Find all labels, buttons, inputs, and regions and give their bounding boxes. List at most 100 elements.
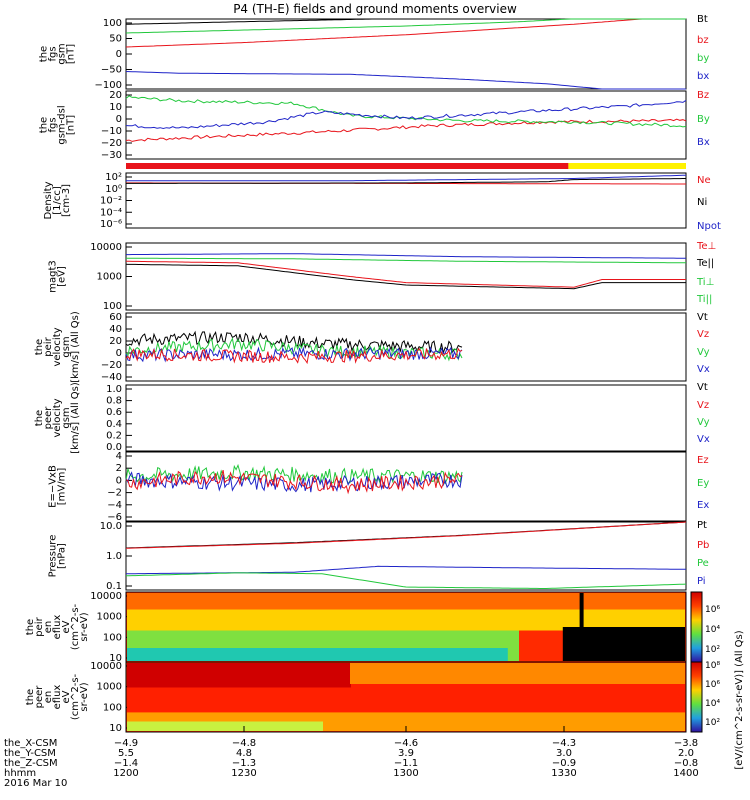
panels: thefgsgsm[nT]100500−50−100Btbzbybxthefgs…	[25, 14, 721, 734]
y-tick-label: 10⁻⁶	[100, 219, 122, 230]
y-label-line: [eV]	[57, 266, 68, 287]
figure-title: P4 (TH-E) fields and ground moments over…	[233, 2, 517, 16]
legend-entry: Te||	[696, 258, 714, 269]
y-label-line: [km/s] (All Qs)	[70, 311, 81, 383]
y-label-line: (cm^2-s-	[70, 673, 81, 720]
y-tick-label: −20	[101, 138, 122, 149]
y-label-line: gsm	[61, 407, 72, 428]
y-tick-label: 100	[103, 18, 122, 29]
y-label-line: en	[43, 621, 54, 634]
y-axis-label: magt3[eV]	[48, 260, 68, 293]
legend-entry: Pt	[697, 520, 707, 531]
panel-pressure: Pressure[nPa] 10.0 1.0 0.1 Pt Pb Pe Pi	[48, 520, 710, 592]
series-line-Te⊥	[126, 260, 686, 288]
colorbar-tick: 10⁸	[705, 661, 720, 671]
plot-frame	[125, 172, 687, 229]
series-line-Ni	[126, 178, 686, 184]
legend-entry: Npot	[697, 221, 721, 232]
x-axis-row-label: the_Y-CSM	[4, 748, 56, 759]
x-axis-value: 5.5	[118, 748, 134, 759]
x-axis-value: −3.8	[674, 738, 698, 749]
panel-temp: magt3[eV] 10000 1000 100 Te⊥ Te|| Ti⊥ Ti||	[48, 241, 717, 312]
legend-entry: Ti||	[696, 294, 712, 305]
plot-frame	[125, 18, 687, 90]
colorbar-1	[690, 591, 703, 663]
legend-entry: Vx	[697, 364, 710, 375]
series-line-Ti⊥	[126, 253, 686, 259]
y-tick-label: 10000	[90, 242, 122, 253]
x-axis-value: −0.9	[552, 758, 576, 769]
colorbar-tick: 10⁶	[705, 680, 720, 690]
y-label-line: [mV/m]	[57, 468, 68, 506]
x-axis-labels: the_X-CSM −4.9 −4.8 −4.6 −4.3 −3.8 the_Y-CSM 5.…	[4, 726, 699, 779]
y-label-line: eV	[61, 620, 72, 633]
y-tick-label: 10²	[105, 172, 122, 183]
y-label-line: Pressure	[48, 535, 59, 578]
y-label-line: gsm-dsl	[57, 105, 68, 144]
y-label-line: sr-eV)	[79, 682, 90, 711]
y-tick-label: −40	[101, 372, 122, 383]
y-tick-label: −30	[101, 150, 122, 161]
y-tick-label: 40	[109, 324, 122, 335]
y-label-line: fgs	[48, 117, 59, 132]
legend-entry: Ni	[697, 197, 707, 208]
y-label-line: velocity	[52, 327, 63, 366]
y-tick-label: 20	[109, 90, 122, 101]
legend-entry: Pe	[697, 558, 709, 569]
y-label-line: the	[25, 619, 36, 635]
colorbar-tick: 10²	[705, 718, 720, 728]
legend-entry: Bz	[697, 90, 709, 101]
y-tick-label: −4	[107, 500, 122, 511]
y-tick-label: 10.0	[100, 521, 122, 532]
y-label-line: gsm	[57, 43, 68, 64]
y-tick-label: 0	[116, 475, 122, 486]
y-tick-label: 0.0	[106, 442, 122, 453]
y-tick-label: −100	[95, 80, 122, 91]
y-label-line: sr-eV)	[79, 612, 90, 641]
x-axis-value: 1300	[393, 768, 418, 779]
x-axis-value: 1400	[673, 768, 698, 779]
y-label-line: [nT]	[66, 44, 77, 64]
y-tick-label: 4	[116, 451, 122, 462]
y-tick-label: 10	[109, 653, 122, 664]
legend-entry: Bx	[697, 137, 710, 148]
y-label-line: (cm^2-s-	[70, 603, 81, 650]
series-line-by	[125, 18, 686, 34]
status-yellow	[568, 163, 686, 169]
y-tick-label: 0	[116, 49, 122, 60]
y-tick-label: 2	[116, 463, 122, 474]
y-label-line: peir	[34, 616, 45, 636]
legend-entry: Ne	[697, 175, 711, 186]
x-axis-value: 4.8	[236, 748, 252, 759]
band-lowest	[127, 648, 508, 661]
y-tick-label: 10	[109, 102, 122, 113]
series-line-Ez	[125, 469, 463, 495]
y-tick-label: −10	[101, 126, 122, 137]
colorbar-tick: 10⁴	[705, 625, 720, 635]
legend-entry: Vx	[697, 434, 710, 445]
colorbars: 10⁶ 10⁴ 10² 10⁸ 10⁶ 10⁴ 10² [eV/(cm^2-s-sr-eV)]…	[690, 591, 745, 770]
panel-efield: E=−VxB[mV/m] 420 −2−4−6 Ez Ey Ex	[48, 451, 710, 523]
legend-entry: Vy	[697, 347, 710, 358]
x-axis-value: 2.0	[678, 748, 694, 759]
series-line-Vz	[125, 347, 463, 365]
y-label-line: eflux	[52, 615, 63, 640]
colorbar-tick: 10⁶	[705, 605, 720, 615]
legend-entry: Vy	[697, 417, 710, 428]
y-tick-label: 0.6	[106, 407, 122, 418]
colorbar-tick: 10⁴	[705, 699, 720, 709]
y-tick-label: 0.4	[106, 419, 122, 430]
colorbar-tick: 10²	[705, 645, 720, 655]
y-label-line: Density	[43, 181, 54, 219]
y-label-line: [1/cc]	[52, 186, 63, 215]
legend-entry: Pb	[697, 540, 709, 551]
y-tick-label: 0	[116, 114, 122, 125]
x-axis-row-label: the_Z-CSM	[4, 758, 58, 769]
y-label-line: the	[39, 46, 50, 62]
